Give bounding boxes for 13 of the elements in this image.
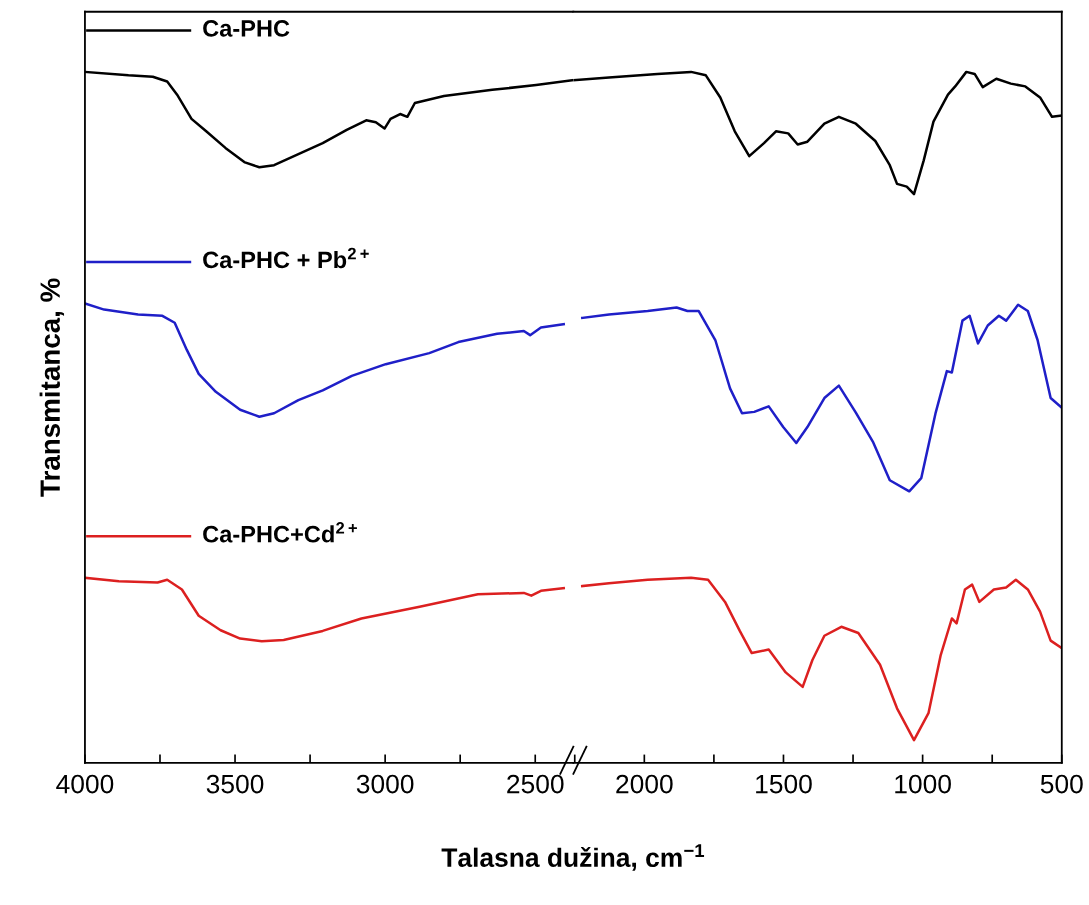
- x-tick-label: 1500: [756, 774, 812, 794]
- x-axis-title: Talasna dužina, cm$^{−1}$: [441, 844, 705, 871]
- x-tick-label: 3000: [356, 774, 414, 794]
- x-tick-label: 1000: [895, 774, 951, 794]
- x-tick-label: 2500: [507, 774, 564, 794]
- y-axis-title: Transmitanca, %: [39, 278, 65, 497]
- x-tick-label: 500: [1040, 774, 1083, 794]
- x-tick-label: 2000: [616, 774, 673, 794]
- legend-label: Ca-PHC+Cd$^{2+}$: [203, 522, 357, 543]
- legend-label: Ca-PHC + Pb$^{2+}$: [203, 247, 369, 269]
- x-tick-label: 4000: [56, 774, 114, 794]
- x-tick-label: 3500: [206, 774, 264, 794]
- legend-label: Ca-PHC: [203, 20, 290, 37]
